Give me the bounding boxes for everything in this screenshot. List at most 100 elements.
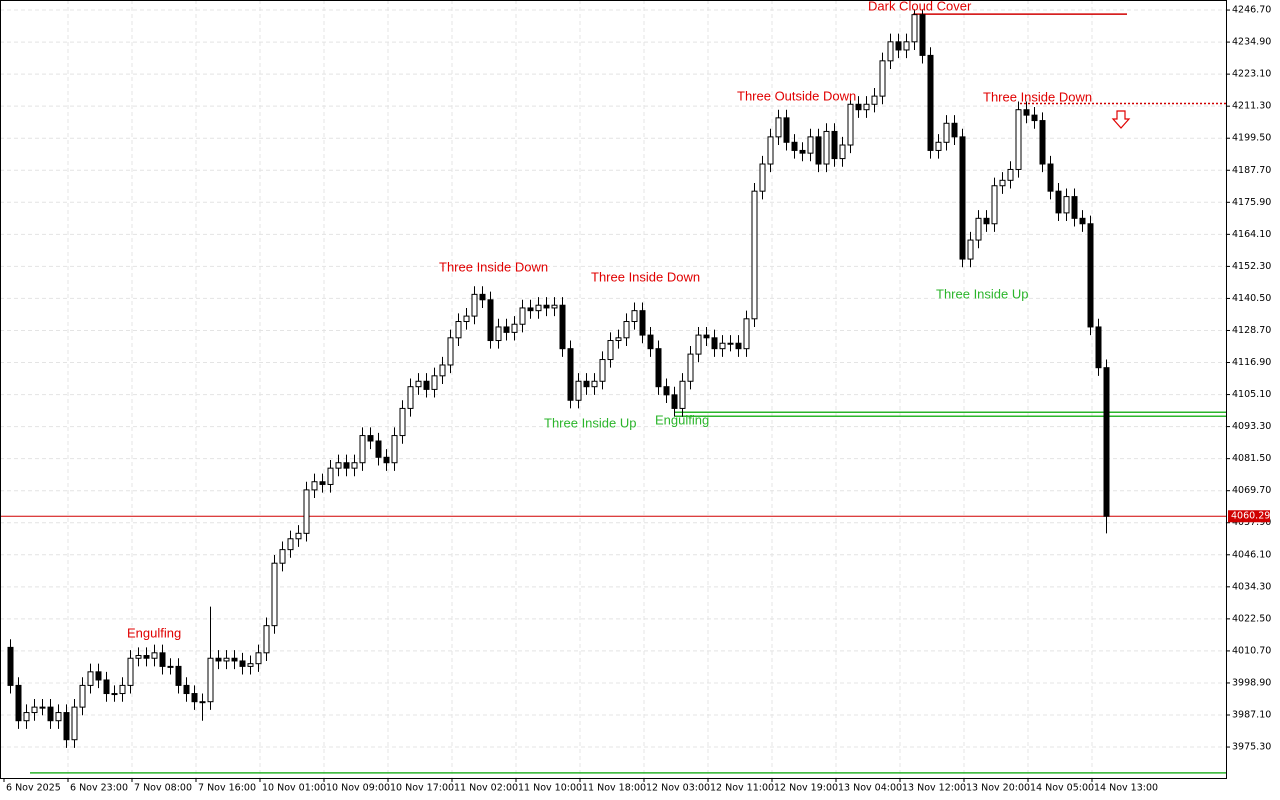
candle-body	[975, 217, 982, 241]
y-tick-label: 4128.70	[1232, 325, 1271, 336]
candle-body	[455, 321, 462, 339]
candle-body	[591, 380, 598, 388]
axes: 4246.70 4234.90 4223.10 4211.30 4199.50 4187.…	[3, 5, 1271, 794]
candle-body	[63, 712, 70, 741]
candle-body	[279, 549, 286, 564]
candle-body	[7, 646, 14, 686]
pattern-label: Three Inside Down	[439, 259, 548, 274]
candle-body	[1063, 196, 1070, 214]
y-tick-label: 4246.70	[1232, 5, 1271, 16]
candle-body	[263, 625, 270, 654]
candle-body	[967, 239, 974, 260]
candle-body	[671, 394, 678, 409]
candle-body	[271, 562, 278, 627]
y-tick-label: 4187.70	[1232, 165, 1271, 176]
pattern-label: Three Inside Up	[936, 286, 1029, 301]
y-tick-label: 4175.90	[1232, 197, 1271, 208]
candle-body	[615, 337, 622, 342]
y-tick-label: 4152.30	[1232, 261, 1271, 272]
candle-body	[1103, 367, 1110, 517]
candle-body	[127, 657, 134, 686]
x-tick-label: 13 Nov 20:00	[966, 783, 1030, 794]
candle-body	[343, 462, 350, 469]
y-tick-label: 4069.70	[1232, 485, 1271, 496]
candle-body	[511, 323, 518, 333]
candle-body	[1079, 217, 1086, 225]
y-tick-label: 4223.10	[1232, 69, 1271, 80]
y-tick-label: 3987.10	[1232, 709, 1271, 720]
y-tick-label: 4046.10	[1232, 549, 1271, 560]
candle-body	[847, 103, 854, 146]
candle-body	[1047, 163, 1054, 192]
candle-body	[447, 337, 454, 366]
candle-body	[1087, 223, 1094, 328]
grid	[0, 0, 1226, 778]
sell-arrow	[1111, 110, 1131, 129]
candle-body	[831, 130, 838, 160]
candle-body	[327, 467, 334, 485]
x-tick-label: 10 Nov 01:00	[262, 783, 326, 794]
candle-body	[463, 315, 470, 323]
candle-body	[935, 141, 942, 151]
candle-body	[719, 342, 726, 350]
x-tick-label: 11 Nov 10:00	[518, 783, 582, 794]
x-tick-label: 10 Nov 09:00	[326, 783, 390, 794]
x-tick-label: 6 Nov 23:00	[70, 783, 128, 794]
candle-body	[247, 663, 254, 667]
candle-body	[943, 122, 950, 143]
candle-body	[607, 340, 614, 361]
pattern-label: Three Inside Up	[544, 415, 637, 430]
y-tick-label: 4022.50	[1232, 613, 1271, 624]
candle-body	[703, 334, 710, 339]
candle-body	[71, 706, 78, 741]
candle-body	[567, 348, 574, 401]
candle-body	[535, 304, 542, 312]
candle-body	[823, 130, 830, 165]
candle-body	[663, 386, 670, 396]
candle-body	[679, 380, 686, 409]
candle-body	[1023, 109, 1030, 116]
candle-body	[855, 103, 862, 111]
pattern-label: Engulfing	[655, 412, 709, 427]
candle-body	[375, 440, 382, 458]
candle-body	[191, 693, 198, 703]
candle-body	[143, 655, 150, 659]
plot-border	[0, 0, 1227, 779]
candle-body	[415, 380, 422, 388]
candle-body	[983, 217, 990, 225]
pattern-label: Engulfing	[127, 625, 181, 640]
candle-body	[647, 334, 654, 350]
y-tick-label: 4105.10	[1232, 389, 1271, 400]
candle-body	[519, 307, 526, 325]
candle-body	[303, 489, 310, 534]
y-tick-label: 4211.30	[1232, 101, 1271, 112]
x-tick-label: 6 Nov 2025	[6, 783, 61, 794]
candle-body	[239, 660, 246, 667]
candle-body	[1095, 326, 1102, 369]
candle-body	[399, 407, 406, 437]
candle-body	[359, 435, 366, 464]
y-tick-label: 4199.50	[1232, 133, 1271, 144]
candle-body	[231, 657, 238, 662]
candle-body	[55, 712, 62, 722]
candle-body	[775, 117, 782, 138]
candle-body	[79, 684, 86, 708]
candle-body	[391, 435, 398, 464]
x-tick-label: 12 Nov 19:00	[774, 783, 838, 794]
candles	[7, 9, 1110, 748]
candle-body	[631, 310, 638, 323]
y-tick-label: 4164.10	[1232, 229, 1271, 240]
y-tick-label: 3975.30	[1232, 742, 1271, 753]
pattern-label: Three Inside Down	[983, 89, 1092, 104]
y-tick-label: 4034.30	[1232, 581, 1271, 592]
x-tick-label: 12 Nov 11:00	[710, 783, 774, 794]
candle-body	[431, 375, 438, 390]
x-tick-label: 7 Nov 08:00	[134, 783, 192, 794]
x-tick-label: 13 Nov 12:00	[902, 783, 966, 794]
candle-body	[959, 136, 966, 260]
candle-body	[759, 163, 766, 192]
candle-body	[791, 141, 798, 151]
candle-body	[111, 693, 118, 696]
candle-body	[575, 380, 582, 401]
